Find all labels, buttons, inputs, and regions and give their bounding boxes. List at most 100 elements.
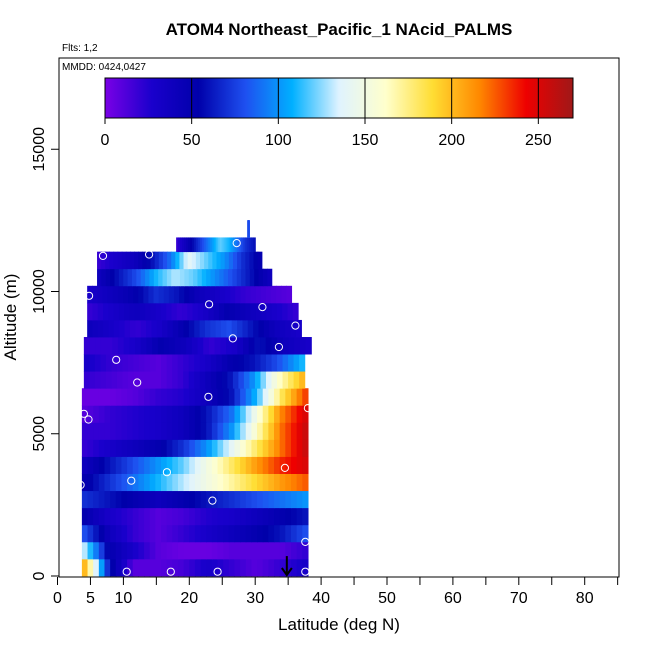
heatmap-cell: [93, 439, 100, 457]
heatmap-cell: [296, 541, 303, 560]
heatmap-cell: [302, 456, 309, 474]
heatmap-cell: [168, 285, 175, 304]
heatmap-cell: [146, 337, 153, 355]
heatmap-cell: [197, 337, 204, 355]
heatmap-cell: [234, 422, 241, 440]
heatmap-cell: [177, 507, 185, 526]
colorbar-tick-label: 150: [352, 132, 379, 149]
heatmap-cell: [177, 524, 185, 543]
heatmap-cell: [132, 507, 139, 526]
heatmap-cell: [250, 302, 257, 321]
heatmap-cell: [138, 439, 145, 457]
heatmap-cell: [206, 524, 213, 543]
heatmap-cell: [150, 354, 157, 372]
heatmap-cell: [132, 558, 139, 577]
heatmap-cell: [192, 302, 199, 321]
heatmap-cell: [118, 268, 124, 287]
heatmap-cell: [115, 541, 123, 560]
x-tick-label: 5: [86, 590, 95, 607]
heatmap-cell: [107, 285, 114, 304]
heatmap-cell: [236, 268, 242, 287]
heatmap-cell: [149, 507, 156, 526]
heatmap-cell: [290, 422, 298, 440]
heatmap-cell: [217, 237, 221, 253]
heatmap-cell: [98, 422, 106, 440]
heatmap-cell: [262, 439, 269, 457]
heatmap-cell: [268, 473, 275, 492]
heatmap-cell: [191, 237, 195, 253]
flight-arrow: [281, 556, 293, 577]
heatmap-cell: [237, 237, 240, 253]
heatmap-cell: [245, 473, 253, 492]
heatmap-cell: [166, 388, 173, 406]
heatmap-cell: [251, 541, 258, 560]
heatmap-cell: [87, 456, 94, 474]
heatmap-cell: [250, 285, 257, 304]
heatmap-cell: [268, 456, 275, 474]
heatmap-cell: [285, 388, 292, 406]
heatmap-cell: [214, 337, 221, 355]
heatmap-cell: [94, 354, 102, 372]
heatmap-cell: [83, 337, 91, 355]
heatmap-cell: [189, 507, 196, 526]
heatmap-cell: [150, 371, 157, 389]
heatmap-cell: [274, 439, 281, 457]
heatmap-cell: [205, 354, 212, 372]
heatmap-cell: [288, 354, 295, 372]
heatmap-cell: [292, 302, 299, 321]
heatmap-cell: [81, 422, 89, 440]
heatmap-cell: [81, 558, 89, 577]
heatmap-cell: [139, 371, 146, 389]
heatmap-cell: [149, 439, 156, 457]
heatmap-cell: [302, 507, 309, 526]
heatmap-cell: [138, 388, 145, 406]
heatmap-cell: [98, 388, 106, 406]
heatmap-cell: [279, 439, 286, 457]
heatmap-cell: [258, 319, 265, 338]
heatmap-cell: [240, 524, 247, 543]
heatmap-cell: [234, 558, 241, 577]
heatmap-cell: [81, 524, 89, 543]
heatmap-cell: [189, 558, 196, 577]
heatmap-cell: [285, 319, 292, 338]
heatmap-cell: [179, 285, 185, 304]
heatmap-cell: [262, 524, 269, 543]
heatmap-cell: [265, 285, 272, 304]
heatmap-cell: [232, 268, 238, 287]
heatmap-cell: [211, 507, 219, 526]
heatmap-cell: [93, 541, 100, 560]
y-axis-title: Altitude (m): [1, 274, 20, 361]
heatmap-cell: [176, 302, 183, 321]
heatmap-cell: [122, 354, 129, 372]
heatmap-cell: [296, 524, 303, 543]
heatmap-cell: [144, 422, 151, 440]
heatmap-cell: [121, 473, 128, 492]
heatmap-cell: [199, 319, 206, 338]
heatmap-cell: [203, 302, 210, 321]
heatmap-cell: [200, 439, 207, 457]
heatmap-cell: [241, 237, 244, 253]
heatmap-cell: [285, 473, 292, 492]
heatmap-cell: [144, 405, 151, 423]
heatmap-cell: [226, 319, 233, 338]
x-tick-label: 50: [378, 590, 396, 607]
heatmap-cell: [288, 337, 295, 355]
heatmap-cell: [237, 319, 244, 338]
heatmap-cell: [151, 319, 158, 338]
heatmap-cell: [111, 371, 118, 389]
heatmap-cell: [268, 388, 275, 406]
heatmap-cell: [98, 439, 106, 457]
heatmap-cell: [188, 371, 195, 389]
heatmap-cell: [200, 251, 205, 270]
sample-point: [84, 415, 93, 424]
heatmap-cell: [293, 354, 300, 372]
heatmap-cell: [97, 251, 102, 270]
heatmap-cell: [200, 388, 207, 406]
heatmap-cell: [105, 371, 113, 389]
heatmap-cell: [87, 558, 94, 577]
heatmap-cell: [166, 558, 173, 577]
heatmap-cell: [112, 337, 119, 355]
heatmap-cell: [194, 354, 201, 372]
heatmap-cell: [161, 524, 168, 543]
heatmap-cell: [189, 237, 193, 253]
